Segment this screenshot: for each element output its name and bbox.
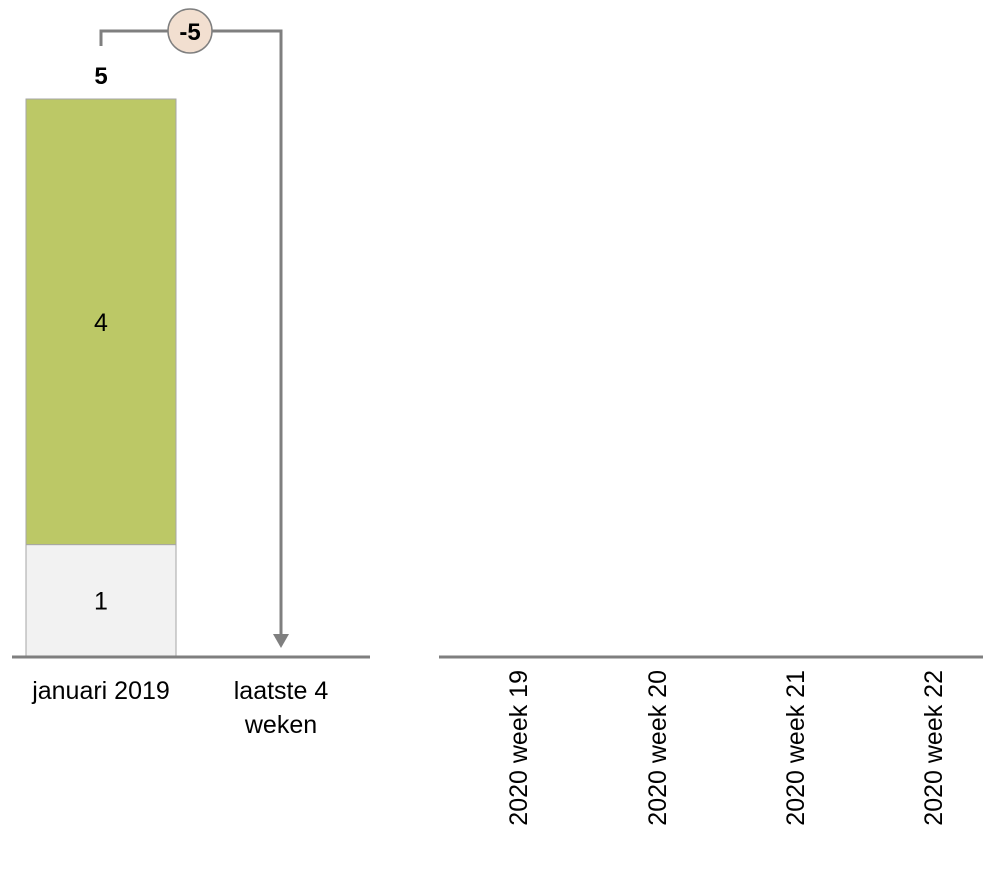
bar-total-label: 5	[94, 63, 107, 90]
segment-value-label-1: 1	[94, 587, 108, 615]
difference-label: -5	[179, 19, 200, 46]
week-label-3: 2020 week 21	[782, 670, 810, 826]
week-label-1: 2020 week 19	[505, 670, 533, 826]
left-bars	[25, 98, 177, 657]
segment-value-label-2: 4	[94, 309, 108, 337]
difference-badge	[167, 8, 213, 54]
week-labels: 2020 week 19 2020 week 20 2020 week 21 2020…	[505, 670, 948, 826]
category-label-line-2: weken	[244, 711, 317, 739]
category-label-line-1: laatste 4	[234, 677, 329, 705]
arrowhead-icon	[273, 634, 289, 648]
right-chart: 2020 week 19 2020 week 20 2020 week 21 2020…	[439, 655, 983, 826]
left-chart: 14 5 -5 januari 2019 laatste 4 weken	[12, 8, 370, 739]
category-label-januari-2019: januari 2019	[31, 677, 170, 705]
category-label-laatste-4-weken: laatste 4 weken	[234, 677, 329, 739]
segment-labels: 14	[94, 309, 108, 616]
week-label-4: 2020 week 22	[920, 670, 948, 826]
bar-segment-1	[25, 544, 177, 657]
week-label-2: 2020 week 20	[644, 670, 672, 826]
bar-segment-2	[25, 98, 177, 546]
difference-connector: -5	[99, 8, 289, 648]
